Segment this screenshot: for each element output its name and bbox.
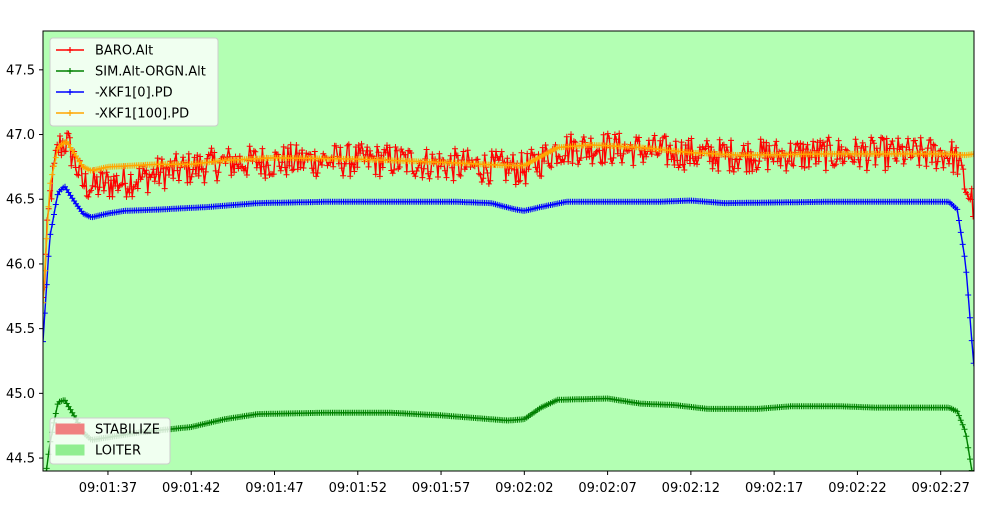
x-tick-label: 09:01:42: [162, 481, 220, 496]
x-tick-label: 09:02:27: [911, 481, 969, 496]
x-axis: 09:01:37 09:01:42 09:01:47 09:01:52 09:01:57…: [79, 471, 970, 496]
plot-frame: [42, 30, 975, 472]
mode-legend-swatch: [55, 423, 85, 435]
x-tick-label: 09:01:47: [245, 481, 303, 496]
legend-box: [49, 37, 219, 127]
y-tick-label: 46.0: [6, 257, 35, 272]
series-markers: [43, 183, 974, 367]
x-tick-label: 09:02:07: [578, 481, 636, 496]
legend-label: BARO.Alt: [95, 44, 153, 59]
legend-label: SIM.Alt-ORGN.Alt: [95, 65, 206, 80]
legend-marker: [67, 89, 73, 95]
y-tick-label: 47.0: [6, 128, 35, 143]
y-tick-label: 47.5: [6, 63, 35, 78]
x-tick-label: 09:02:22: [828, 481, 886, 496]
x-tick-label: 09:02:02: [495, 481, 553, 496]
legend-label: -XKF1[0].PD: [95, 86, 173, 101]
series-3: [43, 138, 974, 306]
mode-legend-label: STABILIZE: [95, 423, 160, 438]
legend-label: -XKF1[100].PD: [95, 107, 189, 122]
mode-legend-label: LOITER: [95, 444, 141, 459]
y-tick-label: 44.5: [6, 452, 35, 467]
x-tick-label: 09:02:17: [745, 481, 803, 496]
x-tick-label: 09:02:12: [662, 481, 720, 496]
series-2: [43, 183, 974, 367]
x-tick-label: 09:01:52: [329, 481, 387, 496]
y-tick-label: 45.0: [6, 387, 35, 402]
x-tick-label: 09:01:57: [412, 481, 470, 496]
legend-marker: [67, 68, 73, 74]
y-tick-label: 46.5: [6, 193, 35, 208]
y-axis: 44.5 45.0 45.5 46.0 46.5 47.0 47.5: [6, 63, 43, 467]
legend-marker: [67, 110, 73, 116]
x-tick-label: 09:01:37: [79, 481, 137, 496]
y-tick-label: 45.5: [6, 322, 35, 337]
series-layer: [43, 130, 974, 471]
mode-legend: STABILIZE LOITER: [49, 417, 171, 465]
series-legend: BARO.Alt SIM.Alt-ORGN.Alt -XKF1[0].PD -XKF1…: [49, 37, 219, 127]
series-markers: [43, 138, 974, 306]
legend-marker: [67, 47, 73, 53]
mode-legend-swatch: [55, 444, 85, 456]
